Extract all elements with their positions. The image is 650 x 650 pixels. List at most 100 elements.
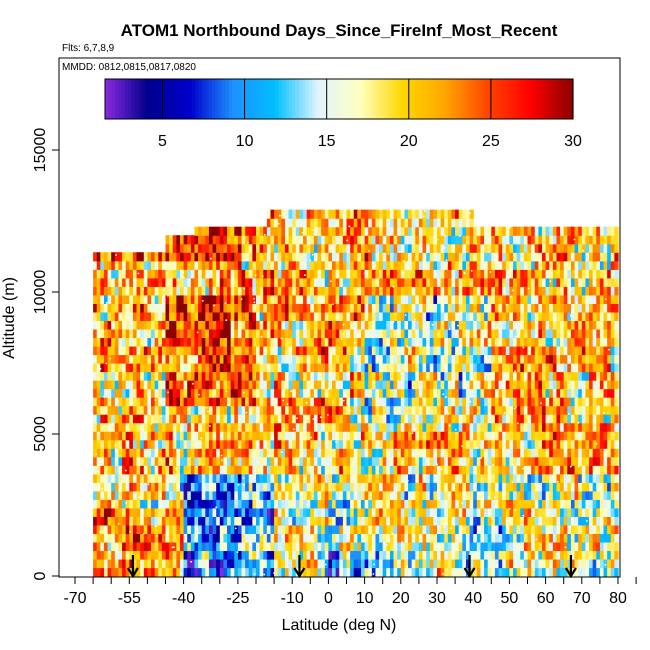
heatmap-cell [201, 465, 206, 475]
heatmap-cell [96, 465, 101, 475]
heatmap-cell [256, 473, 261, 483]
heatmap-cell [603, 414, 608, 424]
heatmap-cell [342, 558, 348, 569]
heatmap-cell [545, 524, 550, 534]
heatmap-cell [574, 524, 579, 534]
heatmap-cell [379, 499, 384, 509]
heatmap-cell [437, 286, 442, 296]
heatmap-cell [552, 363, 558, 373]
heatmap-cell [578, 465, 583, 475]
heatmap-cell [350, 371, 355, 381]
heatmap-cell [458, 524, 463, 534]
heatmap-cell [603, 507, 608, 517]
heatmap-cell [570, 439, 576, 449]
heatmap-cell [256, 414, 261, 424]
heatmap-cell [223, 465, 228, 475]
heatmap-cell [523, 328, 529, 339]
heatmap-cell [516, 490, 521, 500]
heatmap-cell [516, 363, 521, 373]
heatmap-cell [284, 439, 290, 449]
heatmap-cell [552, 439, 558, 449]
heatmap-cell [509, 516, 514, 526]
heatmap-cell [140, 320, 145, 330]
heatmap-cell [487, 550, 492, 560]
heatmap-cell [274, 541, 279, 552]
heatmap-cell [574, 354, 579, 364]
heatmap-cell [132, 397, 138, 407]
heatmap-cell [447, 524, 453, 534]
heatmap-cell [386, 533, 391, 543]
heatmap-cell [190, 380, 196, 390]
heatmap-cell [107, 490, 112, 500]
heatmap-cell [147, 328, 152, 339]
heatmap-cell [111, 414, 116, 424]
heatmap-cell [263, 354, 268, 364]
heatmap-cell [502, 388, 507, 398]
heatmap-cell [223, 337, 228, 347]
heatmap-cell [165, 473, 170, 483]
heatmap-cell [241, 541, 246, 552]
heatmap-cell [317, 422, 322, 432]
heatmap-cell [201, 431, 206, 441]
heatmap-cell [93, 533, 98, 543]
heatmap-cell [484, 388, 489, 398]
heatmap-cell [183, 345, 188, 356]
heatmap-cell [122, 277, 127, 287]
heatmap-cell [208, 448, 214, 458]
heatmap-cell [397, 507, 402, 517]
heatmap-cell [552, 328, 558, 339]
heatmap-cell [147, 465, 152, 475]
heatmap-cell [103, 422, 109, 432]
heatmap-cell [494, 286, 500, 296]
heatmap-cell [433, 567, 438, 577]
heatmap-cell [480, 533, 485, 543]
heatmap-cell [447, 499, 453, 509]
heatmap-cell [578, 567, 583, 577]
heatmap-cell [208, 414, 214, 424]
heatmap-cell [502, 524, 507, 534]
heatmap-cell [357, 354, 362, 364]
heatmap-cell [129, 405, 134, 415]
heatmap-cell [208, 345, 214, 356]
heatmap-cell [570, 456, 576, 466]
heatmap-cell [487, 388, 492, 398]
heatmap-cell [393, 482, 398, 492]
heatmap-cell [107, 558, 112, 569]
heatmap-cell [458, 337, 463, 347]
heatmap-cell [386, 354, 391, 364]
heatmap-cell [332, 541, 337, 552]
heatmap-cell [313, 354, 319, 364]
heatmap-cell [429, 456, 434, 466]
heatmap-cell [179, 507, 185, 517]
heatmap-cell [574, 473, 579, 483]
heatmap-cell [107, 345, 112, 356]
heatmap-cell [371, 516, 377, 526]
heatmap-cell [306, 448, 311, 458]
heatmap-cell [408, 507, 413, 517]
heatmap-cell [531, 363, 536, 373]
heatmap-cell [201, 550, 206, 560]
heatmap-cell [360, 533, 366, 543]
heatmap-cell [96, 567, 101, 577]
heatmap-cell [248, 311, 253, 321]
heatmap-cell [321, 303, 326, 313]
heatmap-cell [266, 422, 272, 432]
heatmap-cell [187, 328, 192, 339]
heatmap-cell [476, 439, 482, 449]
heatmap-cell [114, 533, 120, 543]
heatmap-cell [172, 311, 177, 321]
heatmap-cell [574, 371, 579, 381]
heatmap-cell [317, 533, 322, 543]
heatmap-cell [245, 541, 250, 552]
heatmap-cell [270, 397, 275, 407]
heatmap-cell [353, 405, 358, 415]
heatmap-cell [360, 328, 366, 339]
heatmap-cell [429, 414, 434, 424]
heatmap-cell [216, 567, 221, 577]
heatmap-cell [284, 431, 290, 441]
heatmap-cell [368, 388, 373, 398]
heatmap-cell [151, 431, 156, 441]
heatmap-cell [487, 294, 492, 304]
heatmap-cell [415, 328, 420, 339]
heatmap-cell [256, 320, 261, 330]
